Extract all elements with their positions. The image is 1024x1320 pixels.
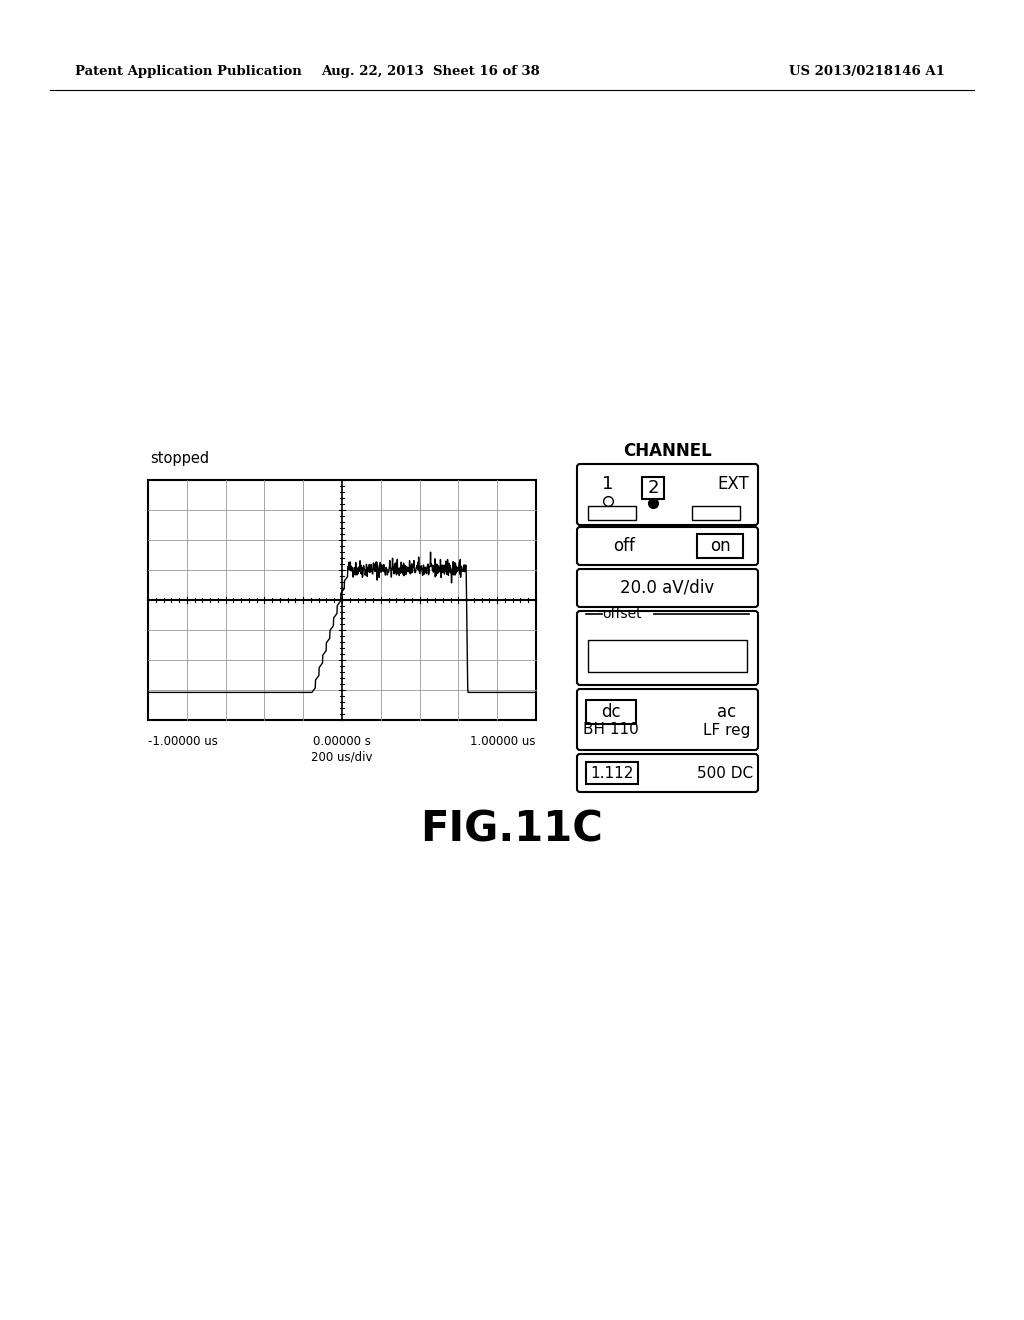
Text: BH 110: BH 110 — [583, 722, 639, 738]
Text: 2: 2 — [647, 479, 658, 498]
Text: 20.0 aV/div: 20.0 aV/div — [621, 579, 715, 597]
Bar — [588, 640, 746, 672]
Text: Patent Application Publication: Patent Application Publication — [75, 66, 302, 78]
Text: 200 us/div: 200 us/div — [311, 750, 373, 763]
Text: 1: 1 — [602, 475, 613, 492]
Text: dc: dc — [601, 704, 621, 721]
FancyBboxPatch shape — [577, 689, 758, 750]
Text: CHANNEL: CHANNEL — [624, 442, 712, 459]
Bar — [642, 477, 664, 499]
Bar — [692, 506, 740, 520]
Text: on: on — [710, 537, 730, 554]
Text: offset: offset — [602, 607, 642, 620]
FancyBboxPatch shape — [577, 465, 758, 525]
Bar — [148, 480, 536, 719]
Text: EXT: EXT — [717, 475, 749, 492]
Text: 500 DC: 500 DC — [697, 766, 753, 780]
Text: FIG.11C: FIG.11C — [421, 809, 603, 851]
Bar — [586, 700, 636, 723]
Text: off: off — [613, 537, 635, 554]
Text: -1.00000 us: -1.00000 us — [148, 735, 218, 748]
Text: Aug. 22, 2013  Sheet 16 of 38: Aug. 22, 2013 Sheet 16 of 38 — [321, 66, 540, 78]
Text: 1.00000 us: 1.00000 us — [470, 735, 536, 748]
FancyBboxPatch shape — [577, 569, 758, 607]
Bar — [697, 535, 743, 558]
FancyBboxPatch shape — [577, 754, 758, 792]
Text: US 2013/0218146 A1: US 2013/0218146 A1 — [790, 66, 945, 78]
Text: 1.112: 1.112 — [590, 766, 634, 780]
Bar — [588, 506, 636, 520]
Text: stopped: stopped — [150, 451, 209, 466]
FancyBboxPatch shape — [577, 527, 758, 565]
Text: ac: ac — [718, 704, 736, 721]
Bar — [586, 762, 638, 784]
FancyBboxPatch shape — [577, 611, 758, 685]
Text: 0.00000 s: 0.00000 s — [313, 735, 371, 748]
Text: LF reg: LF reg — [703, 722, 751, 738]
